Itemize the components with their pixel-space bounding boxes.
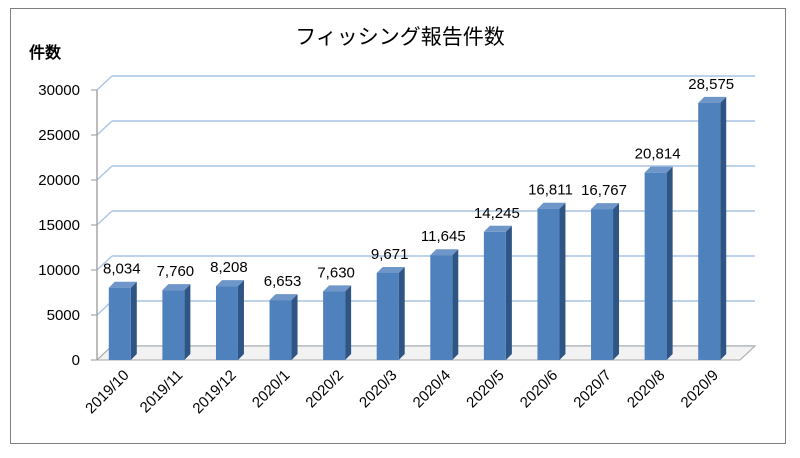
bar-side [130,281,137,360]
bar-front [269,300,292,360]
bar-side [237,280,244,360]
y-tick-labels: 0 5000 10000 15000 20000 25000 30000 [38,82,80,369]
bar [537,202,566,360]
x-tick-label: 2020/7 [570,367,614,411]
x-tick-label: 2020/2 [302,367,346,411]
data-label: 20,814 [635,146,681,163]
gridline-diagonal [96,120,113,136]
bar-top [162,284,191,291]
bar [483,225,512,360]
bar-side [666,166,673,360]
bar-front [108,287,131,360]
x-tick-label: 2020/5 [463,367,507,411]
bar-front [376,272,399,360]
x-tick-label: 2020/6 [517,367,561,411]
bar-side [291,294,298,360]
bar-top [108,281,137,288]
data-labels: 8,034 7,760 8,208 6,653 7,630 9,671 11,645 14,2… [103,76,734,290]
data-label: 16,767 [581,182,627,199]
bar-front [591,209,614,360]
axes [91,89,757,361]
bar-side [559,202,566,360]
y-tick-label: 25000 [38,127,80,144]
bar-top [698,96,727,103]
gridline-diagonal [96,75,113,91]
data-label: 7,630 [317,264,355,281]
bar-top [269,294,298,301]
bar-front [162,290,185,360]
bar [698,96,727,360]
bar [215,280,244,360]
floor [95,345,757,361]
bar [644,166,673,360]
bar-front [430,255,453,360]
bar-front [537,208,560,360]
bar-front [323,291,346,360]
bar-top [537,202,566,209]
data-label: 28,575 [688,76,734,93]
bar-top [430,249,459,256]
bar-side [398,266,405,360]
data-label: 14,245 [474,205,520,222]
bar-top [376,266,405,273]
x-tick-labels: 2019/10 2019/11 2019/12 2020/1 2020/2 2020/3 2… [82,367,722,417]
gridline-diagonal [96,210,113,226]
bar-side [452,249,459,360]
bar-side [505,225,512,360]
x-tick-label: 2019/10 [82,367,132,417]
y-tick-label: 20000 [38,172,80,189]
bar-top [215,280,244,287]
x-tick-label: 2020/4 [410,367,454,411]
data-label: 16,811 [528,182,573,199]
x-tick-label: 2019/11 [137,367,187,417]
bar [591,203,620,360]
x-tick-label: 2020/8 [624,367,668,411]
bar-side [720,96,727,360]
bar [269,294,298,360]
x-tick-label: 2020/3 [356,367,400,411]
data-label: 6,653 [264,273,302,290]
bar-front [644,172,667,360]
bar [430,249,459,360]
data-label: 9,671 [371,246,409,263]
bar [323,285,352,360]
x-tick-label: 2020/9 [678,367,722,411]
x-tick-label: 2020/1 [249,367,293,411]
bar-front [698,102,721,360]
bar-side [345,285,352,360]
bar-front [483,231,506,360]
bar-top [483,225,512,232]
y-axis-label: 件数 [29,43,62,62]
bars [108,96,727,360]
y-tick-label: 15000 [38,217,80,234]
x-tick-label: 2019/12 [189,367,239,417]
bar [376,266,405,360]
y-tick-label: 5000 [47,307,80,324]
data-label: 8,034 [103,261,141,278]
bar-side [184,284,191,360]
bar-top [323,285,352,292]
bar-top [644,166,673,173]
gridline-diagonal [96,255,113,271]
data-label: 11,645 [421,228,466,245]
data-label: 7,760 [157,263,195,280]
bar [108,281,137,360]
gridline-diagonal [96,165,113,181]
y-tick-label: 30000 [38,82,80,99]
y-tick-label: 10000 [38,262,80,279]
data-label: 8,208 [210,259,248,276]
y-tick-label: 0 [72,352,80,369]
bar-front [215,286,238,360]
bar [162,284,191,360]
bar-top [591,203,620,210]
bar-side [613,203,620,360]
chart-title: フィッシング報告件数 [295,25,505,49]
